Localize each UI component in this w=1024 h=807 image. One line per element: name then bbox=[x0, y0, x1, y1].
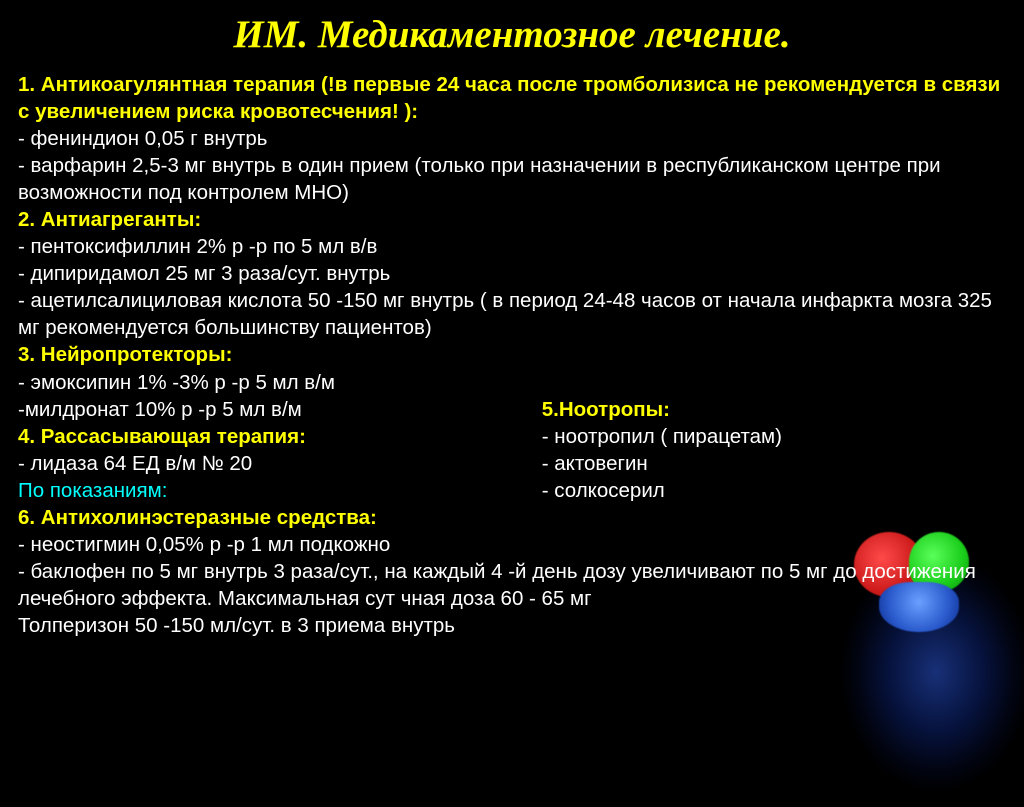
section-6-line-1: - неостигмин 0,05% р -р 1 мл подкожно bbox=[18, 531, 1006, 558]
section-2-head: 2. Антиагреганты: bbox=[18, 206, 1006, 233]
two-column-row-2: 4. Рассасывающая терапия: - ноотропил ( … bbox=[18, 423, 1006, 450]
section-5-line-3: - солкосерил bbox=[532, 477, 1006, 504]
slide-title: ИМ. Медикаментозное лечение. bbox=[0, 0, 1024, 71]
section-4-indication: По показаниям: bbox=[18, 477, 532, 504]
section-4-head: 4. Рассасывающая терапия: bbox=[18, 423, 532, 450]
two-column-row-3: - лидаза 64 ЕД в/м № 20 - актовегин bbox=[18, 450, 1006, 477]
slide-content: 1. Антикоагулянтная терапия (!в первые 2… bbox=[0, 71, 1024, 639]
section-5-line-1: - ноотропил ( пирацетам) bbox=[532, 423, 1006, 450]
section-4-line-1: - лидаза 64 ЕД в/м № 20 bbox=[18, 450, 532, 477]
section-3-head: 3. Нейропротекторы: bbox=[18, 341, 1006, 368]
section-6-line-2: - баклофен по 5 мг внутрь 3 раза/сут., н… bbox=[18, 558, 1006, 612]
section-3-line-2: -милдронат 10% р -р 5 мл в/м bbox=[18, 396, 532, 423]
section-5-line-2: - актовегин bbox=[532, 450, 1006, 477]
section-5-head: 5.Ноотропы: bbox=[532, 396, 1006, 423]
two-column-row-1: -милдронат 10% р -р 5 мл в/м 5.Ноотропы: bbox=[18, 396, 1006, 423]
text-layer: ИМ. Медикаментозное лечение. 1. Антикоаг… bbox=[0, 0, 1024, 639]
section-2-line-3: - ацетилсалициловая кислота 50 -150 мг в… bbox=[18, 287, 1006, 341]
section-3-line-1: - эмоксипин 1% -3% р -р 5 мл в/м bbox=[18, 369, 1006, 396]
section-6-head: 6. Антихолинэстеразные средства: bbox=[18, 504, 1006, 531]
section-2-line-2: - дипиридамол 25 мг 3 раза/сут. внутрь bbox=[18, 260, 1006, 287]
section-6-line-3: Толперизон 50 -150 мл/сут. в 3 приема вн… bbox=[18, 612, 1006, 639]
section-1-line-2: - варфарин 2,5-3 мг внутрь в один прием … bbox=[18, 152, 1006, 206]
section-1-head: 1. Антикоагулянтная терапия (!в первые 2… bbox=[18, 71, 1006, 125]
slide: ИМ. Медикаментозное лечение. 1. Антикоаг… bbox=[0, 0, 1024, 767]
section-2-line-1: - пентоксифиллин 2% р -р по 5 мл в/в bbox=[18, 233, 1006, 260]
two-column-row-4: По показаниям: - солкосерил bbox=[18, 477, 1006, 504]
section-1-line-1: - фениндион 0,05 г внутрь bbox=[18, 125, 1006, 152]
